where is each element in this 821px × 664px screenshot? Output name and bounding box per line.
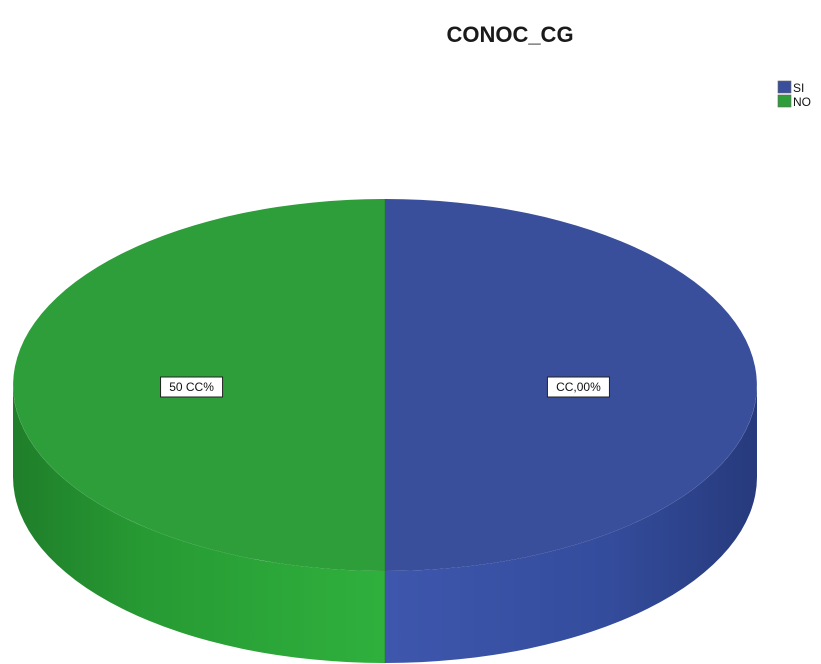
pie-plot-area: CC,00% 50 CC% (13, 199, 757, 663)
chart-title: CONOC_CG (446, 22, 573, 47)
legend: SI NO (777, 80, 811, 109)
data-label-box-no (160, 376, 224, 398)
legend-swatch-si (777, 80, 792, 94)
legend-swatch-no (777, 94, 792, 108)
data-label-si: CC,00% (556, 380, 601, 394)
data-label-no: 50 CC% (169, 380, 214, 394)
pie-side-si (385, 385, 757, 663)
legend-label-no: NO (793, 95, 811, 109)
data-label-box-si (546, 376, 610, 398)
pie-side-no (13, 385, 385, 663)
legend-label-si: SI (793, 81, 804, 95)
